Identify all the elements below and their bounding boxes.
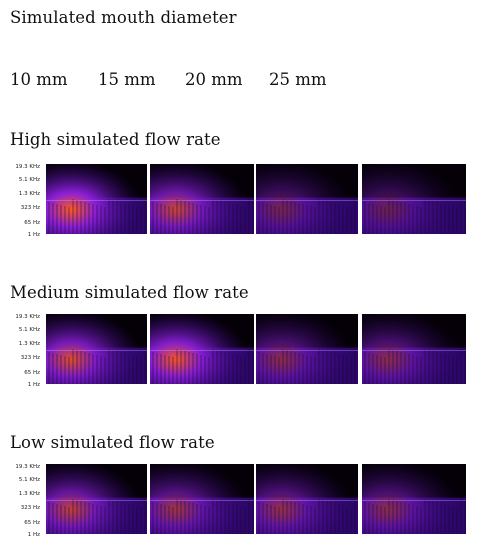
diameter-label-15: 15 mm	[98, 70, 156, 89]
spectrogram-medium-20mm	[256, 314, 358, 384]
frequency-axis: 19.3 KHz 5.1 KHz 1.3 KHz 323 Hz 65 Hz 1 Hz	[0, 164, 44, 238]
frequency-tick-label: 1.3 KHz	[18, 491, 40, 497]
spectrogram-low-20mm	[256, 464, 358, 534]
spectrogram-row-low: 19.3 KHz 5.1 KHz 1.3 KHz 323 Hz 65 Hz 1 Hz	[0, 464, 485, 538]
diameter-label-20: 20 mm	[185, 70, 243, 89]
frequency-axis: 19.3 KHz 5.1 KHz 1.3 KHz 323 Hz 65 Hz 1 Hz	[0, 314, 44, 388]
frequency-tick-label: 1.3 KHz	[18, 191, 40, 197]
diameter-label-10: 10 mm	[10, 70, 68, 89]
frequency-tick-label: 1 Hz	[27, 232, 40, 238]
frequency-tick-label: 65 Hz	[24, 520, 40, 526]
spectrogram-row-medium: 19.3 KHz 5.1 KHz 1.3 KHz 323 Hz 65 Hz 1 Hz	[0, 314, 485, 388]
frequency-tick-label: 19.3 KHz	[15, 314, 40, 320]
frequency-axis: 19.3 KHz 5.1 KHz 1.3 KHz 323 Hz 65 Hz 1 Hz	[0, 464, 44, 538]
page-title: Simulated mouth diameter	[10, 8, 237, 27]
spectrogram-high-20mm	[256, 164, 358, 234]
frequency-tick-label: 1 Hz	[27, 382, 40, 388]
frequency-tick-label: 323 Hz	[20, 205, 40, 211]
frequency-tick-label: 323 Hz	[20, 355, 40, 361]
frequency-tick-label: 1 Hz	[27, 532, 40, 538]
frequency-tick-label: 5.1 KHz	[18, 177, 40, 183]
spectrogram-low-10mm	[46, 464, 147, 534]
spectrogram-high-15mm	[150, 164, 254, 234]
spectrogram-low-25mm	[362, 464, 466, 534]
frequency-tick-label: 19.3 KHz	[15, 164, 40, 170]
frequency-tick-label: 5.1 KHz	[18, 327, 40, 333]
spectrogram-medium-15mm	[150, 314, 254, 384]
spectrogram-medium-10mm	[46, 314, 147, 384]
frequency-tick-label: 1.3 KHz	[18, 341, 40, 347]
spectrogram-high-10mm	[46, 164, 147, 234]
row-title-low: Low simulated flow rate	[10, 433, 215, 452]
frequency-tick-label: 323 Hz	[20, 505, 40, 511]
spectrogram-medium-25mm	[362, 314, 466, 384]
row-title-medium: Medium simulated flow rate	[10, 283, 249, 302]
spectrogram-low-15mm	[150, 464, 254, 534]
spectrogram-high-25mm	[362, 164, 466, 234]
spectrogram-row-high: 19.3 KHz 5.1 KHz 1.3 KHz 323 Hz 65 Hz 1 Hz	[0, 164, 485, 238]
frequency-tick-label: 5.1 KHz	[18, 477, 40, 483]
frequency-tick-label: 19.3 KHz	[15, 464, 40, 470]
frequency-tick-label: 65 Hz	[24, 370, 40, 376]
row-title-high: High simulated flow rate	[10, 130, 221, 149]
frequency-tick-label: 65 Hz	[24, 220, 40, 226]
diameter-label-25: 25 mm	[269, 70, 327, 89]
